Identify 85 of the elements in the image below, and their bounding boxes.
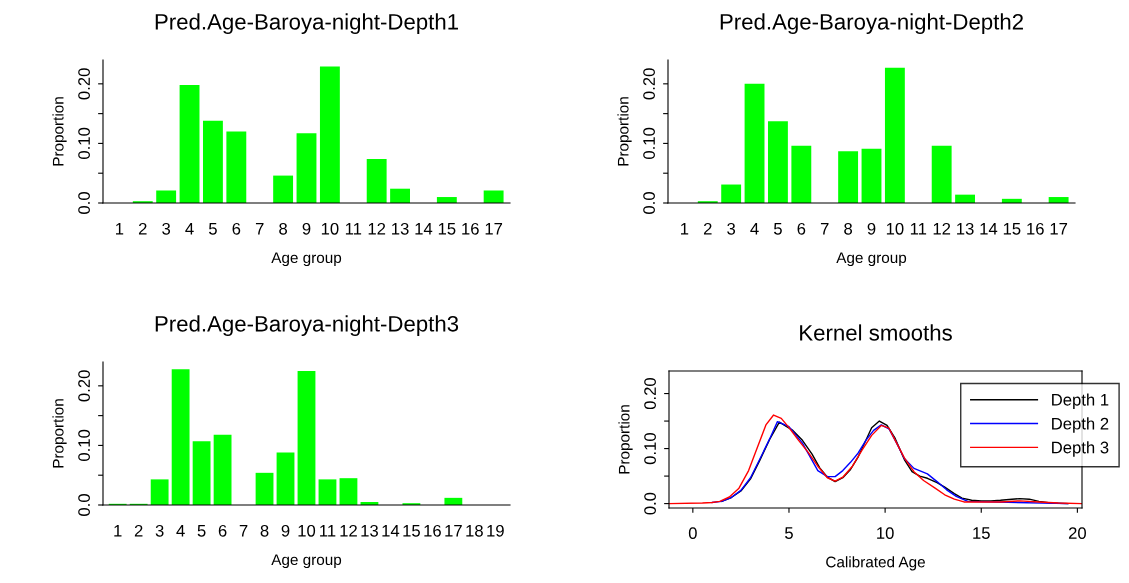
x-tick-label: 15 bbox=[973, 527, 990, 539]
x-tick-label: 9 bbox=[281, 524, 290, 537]
y-tick-label: 0.10 bbox=[78, 127, 90, 159]
x-tick-label: 5 bbox=[197, 525, 206, 537]
chart-title: Kernel smooths bbox=[800, 324, 952, 341]
y-tick-label: 0.10 bbox=[644, 433, 656, 465]
y-tick-label: 0.20 bbox=[643, 68, 655, 100]
y-tick-label: 0.0 bbox=[644, 492, 656, 515]
x-tick-label: 9 bbox=[867, 222, 876, 235]
x-tick-label: 1 bbox=[116, 223, 124, 235]
x-tick-label: 20 bbox=[1068, 527, 1086, 539]
x-tick-label: 16 bbox=[1027, 222, 1044, 235]
x-tick-label: 15 bbox=[438, 223, 456, 235]
x-tick-label: 10 bbox=[886, 222, 904, 235]
x-tick-label: 7 bbox=[820, 223, 829, 235]
y-axis-title: Proportion bbox=[618, 405, 633, 474]
legend-label: Depth 1 bbox=[1052, 393, 1109, 409]
x-tick-label: 8 bbox=[844, 222, 853, 235]
x-tick-label: 2 bbox=[138, 222, 147, 235]
y-axis-title: Proportion bbox=[52, 97, 67, 166]
x-axis-title: Age group bbox=[271, 554, 342, 569]
x-tick-label: 2 bbox=[134, 524, 143, 537]
x-tick-label: 8 bbox=[279, 222, 288, 235]
x-tick-label: 7 bbox=[239, 525, 248, 537]
x-axis-title: Age group bbox=[836, 252, 907, 267]
x-tick-label: 4 bbox=[750, 223, 759, 235]
x-tick-label: 6 bbox=[232, 222, 241, 235]
x-tick-label: 1 bbox=[681, 223, 689, 235]
x-axis-title: Calibrated Age bbox=[826, 556, 925, 571]
y-tick-label: 0.20 bbox=[644, 377, 656, 410]
x-tick-label: 10 bbox=[321, 222, 339, 235]
x-tick-label: 12 bbox=[933, 222, 951, 235]
x-tick-label: 10 bbox=[298, 524, 316, 537]
x-tick-label: 17 bbox=[1050, 223, 1068, 235]
x-tick-label: 15 bbox=[1003, 223, 1021, 235]
x-tick-label: 5 bbox=[208, 223, 217, 235]
x-tick-label: 15 bbox=[403, 525, 420, 537]
x-tick-label: 4 bbox=[176, 525, 185, 537]
x-axis-title: Age group bbox=[271, 252, 342, 267]
x-tick-label: 11 bbox=[320, 525, 336, 537]
x-tick-label: 11 bbox=[345, 223, 362, 235]
chart-title: Pred.Age-Baroya-night-Depth1 bbox=[155, 13, 458, 35]
x-tick-label: 8 bbox=[260, 524, 269, 537]
x-tick-label: 14 bbox=[415, 223, 433, 235]
y-axis-title: Proportion bbox=[617, 97, 632, 166]
x-tick-label: 6 bbox=[218, 524, 227, 537]
y-tick-label: 0.10 bbox=[78, 429, 90, 461]
legend-label: Depth 3 bbox=[1052, 441, 1109, 457]
y-tick-label: 0.10 bbox=[643, 127, 655, 159]
x-tick-label: 3 bbox=[155, 524, 164, 537]
x-tick-label: 17 bbox=[445, 525, 462, 537]
x-tick-label: 13 bbox=[957, 222, 974, 235]
x-tick-label: 3 bbox=[727, 222, 736, 235]
legend-label: Depth 2 bbox=[1052, 417, 1109, 433]
x-tick-label: 2 bbox=[703, 222, 712, 235]
x-tick-label: 12 bbox=[368, 222, 386, 235]
x-tick-label: 17 bbox=[485, 223, 503, 235]
x-tick-label: 19 bbox=[487, 524, 504, 537]
x-tick-label: 13 bbox=[392, 222, 409, 235]
x-tick-label: 13 bbox=[361, 524, 378, 537]
chart-title: Pred.Age-Baroya-night-Depth3 bbox=[155, 315, 459, 337]
y-tick-label: 0.0 bbox=[78, 192, 90, 214]
x-tick-label: 0 bbox=[688, 527, 697, 539]
y-tick-label: 0.20 bbox=[78, 68, 90, 100]
x-tick-label: 9 bbox=[302, 222, 311, 235]
x-tick-label: 6 bbox=[797, 222, 806, 235]
x-tick-label: 14 bbox=[980, 223, 998, 235]
y-axis-title: Proportion bbox=[52, 399, 67, 468]
y-tick-label: 0.0 bbox=[643, 192, 655, 214]
x-tick-label: 5 bbox=[773, 223, 782, 235]
x-tick-label: 5 bbox=[785, 527, 793, 539]
y-tick-label: 0.20 bbox=[78, 370, 90, 402]
y-tick-label: 0.0 bbox=[78, 494, 90, 516]
x-tick-label: 7 bbox=[255, 223, 264, 235]
x-tick-label: 12 bbox=[340, 524, 357, 537]
x-tick-label: 16 bbox=[462, 222, 479, 235]
x-tick-label: 18 bbox=[466, 524, 483, 537]
x-tick-label: 10 bbox=[877, 527, 894, 539]
x-tick-label: 16 bbox=[424, 524, 441, 537]
x-tick-label: 4 bbox=[185, 223, 194, 235]
x-tick-label: 11 bbox=[910, 223, 927, 235]
x-tick-label: 14 bbox=[382, 525, 400, 537]
chart-title: Pred.Age-Baroya-night-Depth2 bbox=[720, 13, 1023, 35]
x-tick-label: 3 bbox=[162, 222, 171, 235]
x-tick-label: 1 bbox=[114, 525, 122, 537]
